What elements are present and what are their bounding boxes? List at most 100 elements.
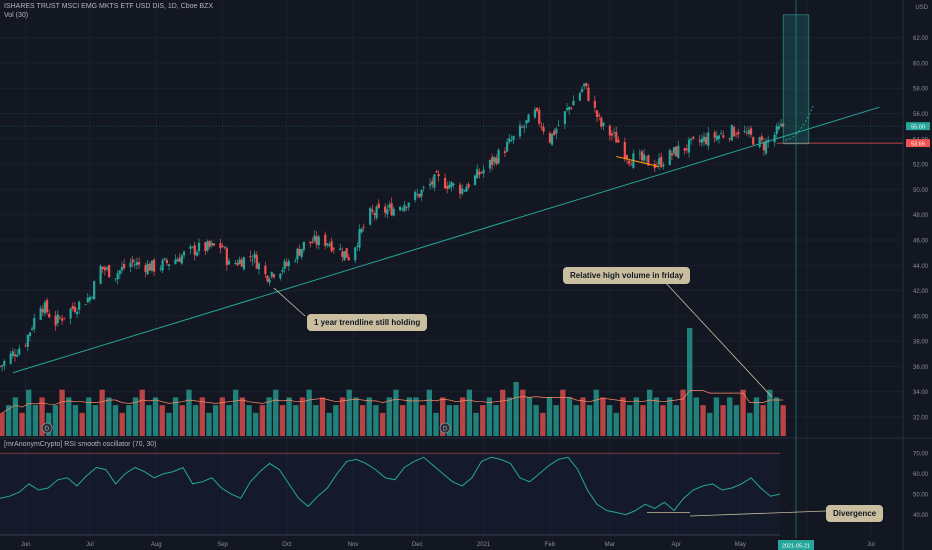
candle-body <box>705 137 708 144</box>
candle-body <box>722 135 725 138</box>
candle-body <box>283 260 286 269</box>
volume-bar <box>112 405 119 436</box>
candle-body <box>610 133 614 136</box>
candle-body <box>108 265 111 278</box>
volume-bar <box>753 397 760 436</box>
candle-body <box>465 186 468 192</box>
candle-body <box>734 134 738 135</box>
volume-bar <box>453 405 459 436</box>
candle-body <box>63 317 66 319</box>
dividend-marker[interactable] <box>41 422 53 434</box>
symbol-title: ISHARES TRUST MSCI EMG MKTS ETF USD DIS,… <box>4 3 214 10</box>
candle-body <box>39 308 42 320</box>
volume-bar <box>513 382 519 436</box>
candle-body <box>163 258 166 260</box>
candle-body <box>508 138 511 142</box>
candle-body <box>775 125 778 135</box>
dividend-marker[interactable] <box>439 422 451 434</box>
volume-bar <box>500 389 506 436</box>
candle-body <box>760 136 763 141</box>
volume-bar <box>700 405 706 436</box>
candle-body <box>300 248 303 257</box>
rsi-label: [mrAnonymCrypto] RSI smooth oscillator (… <box>4 441 157 448</box>
candle-body <box>251 259 254 261</box>
candle-body <box>533 109 537 118</box>
candle-body <box>302 241 305 251</box>
volume-bar <box>359 405 366 436</box>
candle-body <box>30 328 34 330</box>
candle-body <box>452 183 455 186</box>
volume-bar <box>346 389 352 436</box>
divergence-callout[interactable]: Divergence <box>826 505 884 522</box>
volume-bar <box>666 397 673 436</box>
volume-bar <box>533 405 539 436</box>
candle-body <box>608 125 611 136</box>
candle-body <box>386 209 389 215</box>
candle-body <box>253 253 256 259</box>
candle-body <box>11 351 14 356</box>
time-axis-label: Oct <box>282 542 292 548</box>
candle-body <box>493 157 496 163</box>
candle-body <box>698 140 701 142</box>
candle-body <box>133 264 136 266</box>
time-axis-label: May <box>735 542 746 548</box>
candle-body <box>623 142 626 159</box>
candle-body <box>638 153 641 155</box>
candle-body <box>692 136 695 139</box>
volume-bar <box>186 389 192 436</box>
candle-body <box>512 135 515 140</box>
volume-bar <box>12 397 19 436</box>
candle-body <box>16 354 19 357</box>
volume-bar <box>460 397 466 436</box>
candle-body <box>298 249 301 256</box>
divergence-price-line[interactable] <box>616 156 660 168</box>
candle-body <box>548 133 552 143</box>
candle-body <box>373 213 376 216</box>
volume-bar <box>586 405 593 436</box>
candle-body <box>628 160 631 164</box>
price-axis-label: 58.00 <box>913 87 929 93</box>
price-axis-label: 62.00 <box>913 36 929 42</box>
time-axis-label: Dec <box>412 542 423 548</box>
volume-bar <box>553 405 559 436</box>
candle-body <box>118 270 121 274</box>
rsi-axis-label: 50.00 <box>913 493 929 499</box>
candle-body <box>356 246 359 248</box>
volume-bar <box>740 389 746 436</box>
trendline-callout[interactable]: 1 year trendline still holding <box>307 314 428 331</box>
projection-path[interactable] <box>785 105 814 141</box>
candle-body <box>240 259 243 267</box>
volume-bar <box>299 397 306 436</box>
volume-bar <box>152 397 159 436</box>
candle-body <box>317 236 320 246</box>
candle-body <box>197 242 201 252</box>
candle-body <box>715 135 718 141</box>
candle-body <box>266 275 269 282</box>
candle-body <box>593 100 596 108</box>
candle-body <box>657 158 661 165</box>
price-axis-label: 42.00 <box>913 289 929 295</box>
candle-body <box>360 228 363 233</box>
volume-bar <box>733 405 740 436</box>
candle-body <box>296 248 299 260</box>
time-axis-label: Jul <box>86 542 94 548</box>
price-axis-label: 34.00 <box>913 390 929 396</box>
price-axis[interactable]: JunJulAugSepOctNovDec2021FebMarAprMayJun… <box>21 5 930 550</box>
candle-body <box>223 247 226 249</box>
dividend-marker-label: D <box>45 426 50 432</box>
rsi-band <box>0 453 780 535</box>
volume-bar <box>119 412 125 436</box>
candle-body <box>56 314 59 324</box>
candle-body <box>737 132 740 135</box>
volume-label: Vol (30) <box>4 12 29 19</box>
trendline[interactable] <box>12 106 880 374</box>
candle-body <box>268 279 271 283</box>
candle-body <box>137 262 141 265</box>
volume-bar <box>406 397 412 436</box>
volume-callout[interactable]: Relative high volume in friday <box>563 267 691 284</box>
volume-bar <box>306 389 312 436</box>
candle-body <box>178 257 181 263</box>
